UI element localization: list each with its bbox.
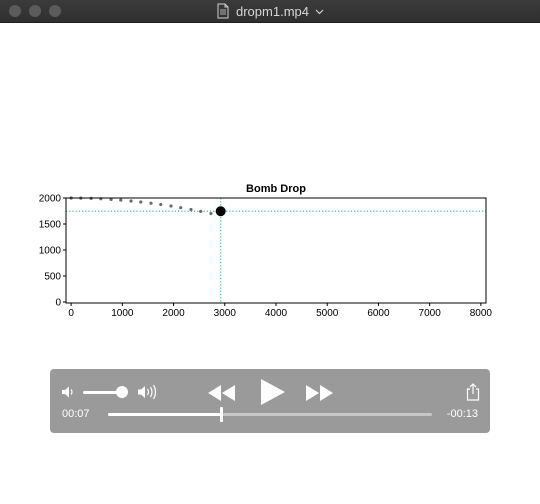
trail-point bbox=[119, 198, 123, 202]
y-tick-label: 2000 bbox=[39, 194, 62, 205]
x-tick-label: 6000 bbox=[367, 308, 390, 319]
elapsed-time: 00:07 bbox=[62, 408, 90, 420]
trail-point bbox=[129, 199, 133, 203]
close-window-button[interactable] bbox=[9, 5, 21, 17]
speaker-high-icon[interactable] bbox=[137, 384, 159, 400]
y-tick-label: 1000 bbox=[39, 245, 62, 256]
trail-point bbox=[199, 209, 203, 214]
chevron-down-icon[interactable] bbox=[315, 7, 324, 16]
x-tick-label: 0 bbox=[68, 308, 74, 319]
x-tick-label: 8000 bbox=[470, 308, 493, 319]
x-tick-label: 2000 bbox=[162, 308, 185, 319]
scrubber-track[interactable] bbox=[108, 413, 432, 416]
x-tick-label: 4000 bbox=[265, 308, 288, 319]
y-tick-label: 500 bbox=[44, 271, 61, 282]
trail-point bbox=[209, 211, 213, 216]
trail-point bbox=[179, 206, 183, 210]
bomb-marker bbox=[215, 206, 226, 217]
trail-point bbox=[149, 201, 153, 205]
y-tick-label: 0 bbox=[55, 297, 61, 308]
scrubber-handle[interactable] bbox=[220, 407, 223, 422]
trail-point bbox=[139, 200, 143, 204]
window-titlebar: dropm1.mp4 bbox=[0, 0, 540, 23]
x-tick-label: 1000 bbox=[111, 308, 134, 319]
remaining-time: -00:13 bbox=[446, 408, 478, 420]
video-area[interactable]: Bomb Drop 0 1000 2000 3000 4000 5000 6000 7000 80… bbox=[0, 23, 540, 504]
trail-point bbox=[189, 207, 193, 212]
play-icon[interactable] bbox=[260, 379, 285, 405]
speaker-low-icon[interactable] bbox=[61, 385, 75, 399]
plot-frame bbox=[65, 197, 487, 304]
chart-title: Bomb Drop bbox=[246, 183, 306, 195]
fast-forward-icon[interactable] bbox=[306, 385, 333, 401]
window-title: dropm1.mp4 bbox=[236, 3, 309, 19]
y-tick-label: 1500 bbox=[39, 219, 62, 230]
share-icon[interactable] bbox=[466, 383, 480, 401]
trail-point bbox=[169, 204, 173, 208]
volume-slider-knob[interactable] bbox=[116, 386, 128, 398]
trail-point bbox=[159, 202, 163, 207]
playback-controls: 00:07 -00:13 bbox=[50, 369, 490, 433]
window-title-area[interactable]: dropm1.mp4 bbox=[0, 0, 540, 22]
x-tick-label: 7000 bbox=[419, 308, 442, 319]
zoom-window-button[interactable] bbox=[49, 5, 61, 17]
document-icon bbox=[217, 3, 229, 19]
volume-slider[interactable] bbox=[83, 391, 126, 394]
minimize-window-button[interactable] bbox=[29, 5, 41, 17]
x-tick-label: 5000 bbox=[316, 308, 339, 319]
x-tick-label: 3000 bbox=[214, 308, 237, 319]
scrubber-progress bbox=[108, 413, 221, 416]
trail-point bbox=[109, 197, 113, 201]
rewind-icon[interactable] bbox=[208, 385, 235, 401]
